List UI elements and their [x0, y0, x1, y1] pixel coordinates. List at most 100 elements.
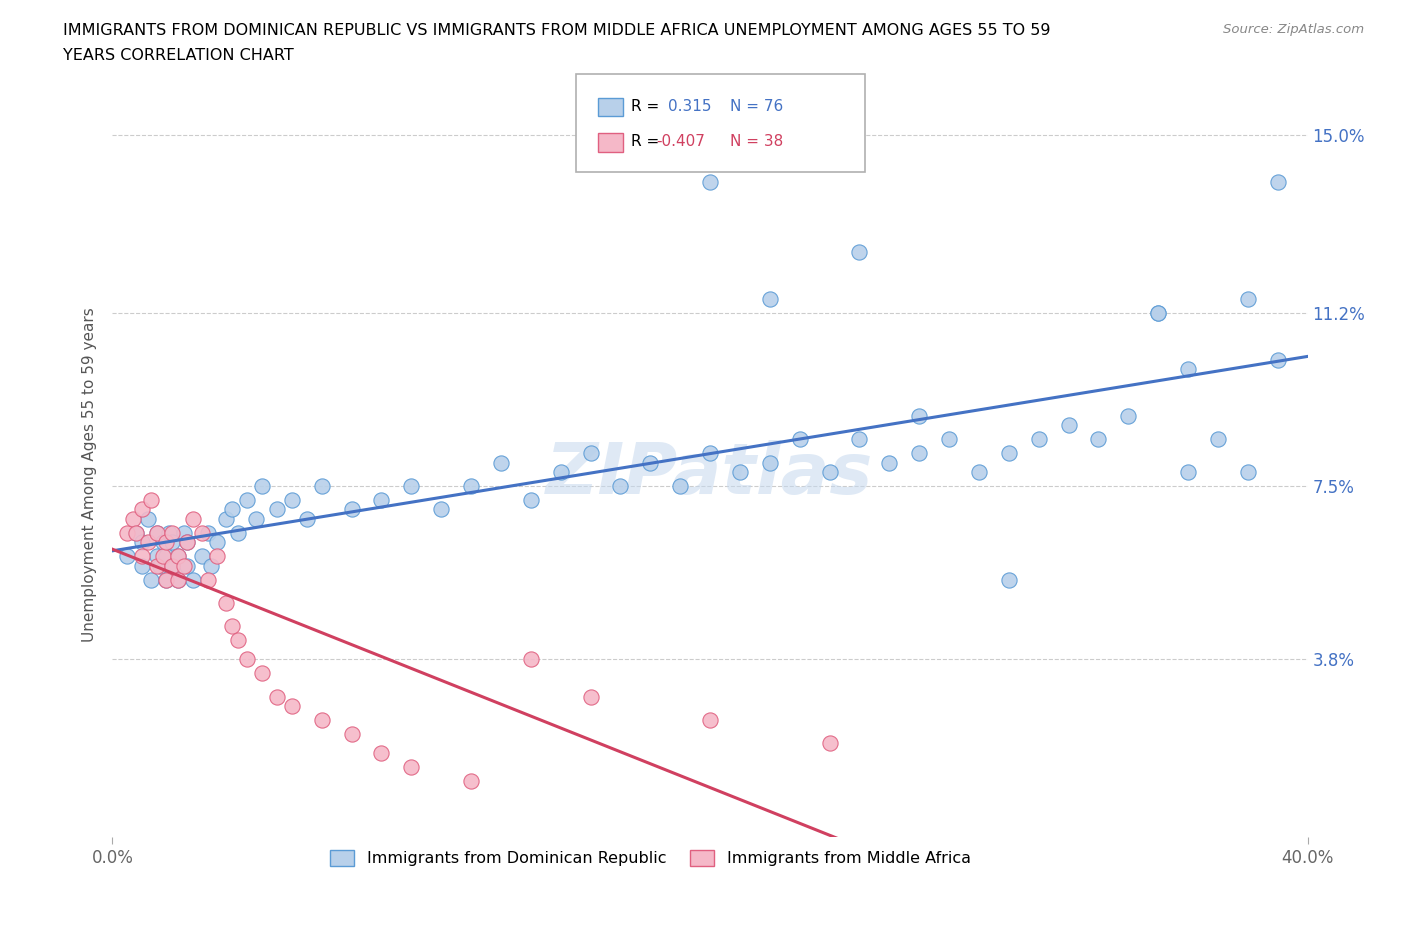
Point	[181, 512, 204, 526]
Point	[370, 745, 392, 760]
Text: -0.407: -0.407	[657, 134, 706, 149]
Point	[401, 479, 423, 494]
Point	[236, 652, 259, 667]
Point	[609, 479, 631, 494]
Point	[250, 479, 273, 494]
Legend: Immigrants from Dominican Republic, Immigrants from Middle Africa: Immigrants from Dominican Republic, Immi…	[323, 844, 977, 872]
Point	[125, 525, 148, 540]
Point	[520, 493, 543, 508]
Point	[908, 445, 931, 460]
Point	[167, 572, 190, 587]
Point	[236, 493, 259, 508]
Point	[489, 455, 512, 470]
Point	[967, 464, 990, 479]
Text: ZIPatlas: ZIPatlas	[547, 440, 873, 509]
Point	[908, 408, 931, 423]
Text: IMMIGRANTS FROM DOMINICAN REPUBLIC VS IMMIGRANTS FROM MIDDLE AFRICA UNEMPLOYMENT: IMMIGRANTS FROM DOMINICAN REPUBLIC VS IM…	[63, 23, 1050, 38]
Point	[173, 525, 195, 540]
Point	[520, 652, 543, 667]
Point	[155, 572, 177, 587]
Point	[998, 445, 1021, 460]
Point	[1206, 432, 1229, 446]
Point	[152, 535, 174, 550]
Point	[173, 558, 195, 573]
Point	[311, 712, 333, 727]
Point	[215, 595, 238, 610]
Point	[848, 245, 870, 259]
Point	[640, 455, 662, 470]
Point	[181, 572, 204, 587]
Text: YEARS CORRELATION CHART: YEARS CORRELATION CHART	[63, 48, 294, 63]
Point	[281, 698, 304, 713]
Point	[141, 493, 163, 508]
Point	[167, 549, 190, 564]
Point	[131, 549, 153, 564]
Point	[226, 525, 249, 540]
Text: N = 76: N = 76	[730, 100, 783, 114]
Point	[311, 479, 333, 494]
Point	[191, 549, 214, 564]
Point	[789, 432, 811, 446]
Point	[131, 558, 153, 573]
Point	[197, 525, 219, 540]
Point	[162, 558, 183, 573]
Point	[460, 774, 482, 789]
Point	[167, 572, 190, 587]
Point	[226, 633, 249, 648]
Point	[266, 689, 288, 704]
Point	[579, 689, 602, 704]
Point	[146, 525, 169, 540]
Point	[340, 502, 363, 517]
Point	[191, 525, 214, 540]
Point	[152, 549, 174, 564]
Point	[1147, 305, 1170, 320]
Point	[250, 666, 273, 681]
Point	[162, 558, 183, 573]
Point	[131, 502, 153, 517]
Point	[146, 525, 169, 540]
Point	[340, 726, 363, 741]
Point	[131, 535, 153, 550]
Point	[699, 712, 721, 727]
Point	[157, 525, 180, 540]
Point	[162, 535, 183, 550]
Point	[879, 455, 901, 470]
Point	[176, 535, 198, 550]
Point	[998, 572, 1021, 587]
Text: R =: R =	[631, 100, 659, 114]
Point	[1147, 305, 1170, 320]
Point	[215, 512, 238, 526]
Point	[818, 464, 841, 479]
Point	[141, 572, 163, 587]
Point	[1118, 408, 1140, 423]
Point	[200, 558, 222, 573]
Point	[938, 432, 960, 446]
Point	[579, 445, 602, 460]
Point	[550, 464, 572, 479]
Point	[155, 572, 177, 587]
Point	[117, 549, 139, 564]
Point	[430, 502, 453, 517]
Point	[146, 549, 169, 564]
Text: 0.315: 0.315	[668, 100, 711, 114]
Point	[155, 549, 177, 564]
Point	[1267, 352, 1289, 367]
Text: R =: R =	[631, 134, 659, 149]
Point	[759, 455, 782, 470]
Point	[699, 445, 721, 460]
Point	[295, 512, 318, 526]
Text: N = 38: N = 38	[730, 134, 783, 149]
Point	[759, 291, 782, 306]
Point	[401, 760, 423, 775]
Point	[1087, 432, 1109, 446]
Point	[122, 512, 145, 526]
Point	[221, 502, 243, 517]
Point	[176, 558, 198, 573]
Point	[155, 535, 177, 550]
Point	[197, 572, 219, 587]
Point	[167, 549, 190, 564]
Point	[1237, 464, 1260, 479]
Point	[149, 558, 172, 573]
Point	[1057, 418, 1080, 432]
Point	[117, 525, 139, 540]
